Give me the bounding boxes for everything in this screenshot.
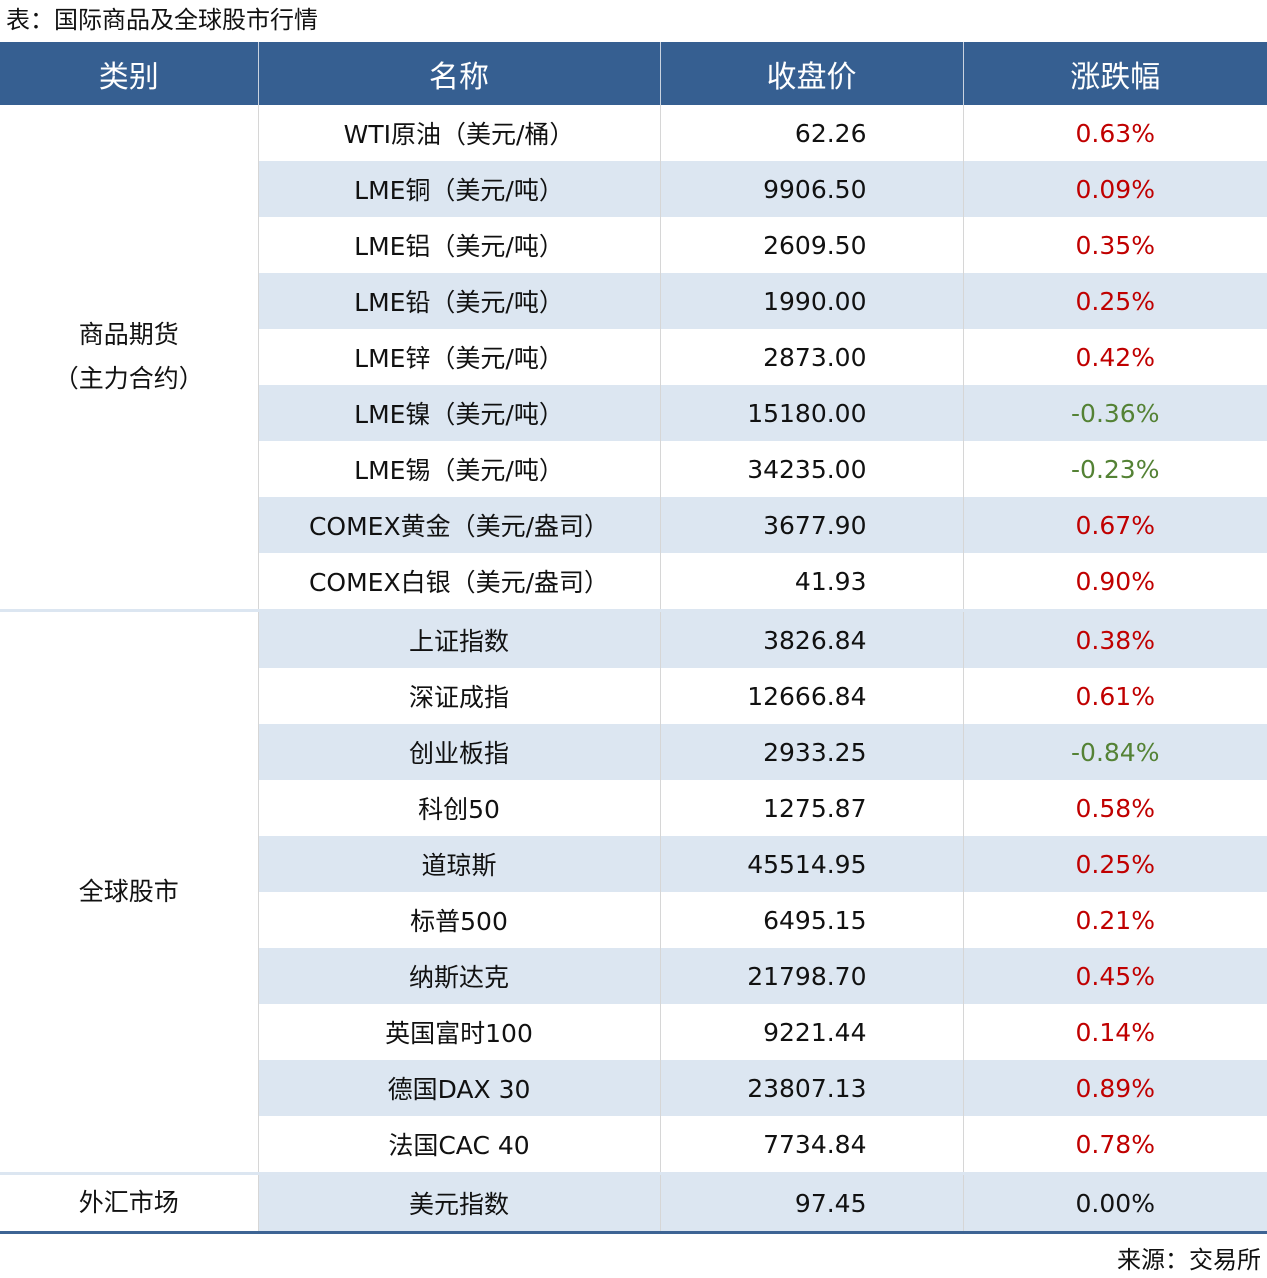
change-cell: 0.78% bbox=[962, 1116, 1267, 1174]
change-cell: 0.67% bbox=[962, 497, 1267, 553]
change-cell: 0.35% bbox=[962, 217, 1267, 273]
price-cell: 23807.13 bbox=[659, 1060, 963, 1116]
change-cell: -0.23% bbox=[962, 441, 1267, 497]
change-cell: 0.25% bbox=[962, 836, 1267, 892]
header-row: 类别 名称 收盘价 涨跌幅 bbox=[0, 42, 1267, 105]
table-row: 商品期货 （主力合约） WTI原油（美元/桶） 62.26 0.63% bbox=[0, 105, 1267, 611]
table-row: 标普500 6495.15 0.21% bbox=[0, 892, 1267, 948]
change-cell: 0.38% bbox=[962, 609, 1267, 668]
name-cell: 科创50 bbox=[257, 780, 660, 836]
table-row: LME铅（美元/吨） 1990.00 0.25% bbox=[0, 273, 1267, 329]
header-category: 类别 bbox=[0, 42, 258, 105]
category-label: 外汇市场 bbox=[78, 1188, 179, 1217]
name-cell: 道琼斯 bbox=[257, 836, 660, 892]
name-cell: 创业板指 bbox=[257, 724, 660, 780]
price-cell: 6495.15 bbox=[659, 892, 963, 948]
table-row: 科创50 1275.87 0.58% bbox=[0, 780, 1267, 836]
price-cell: 3677.90 bbox=[659, 497, 963, 553]
price-cell: 45514.95 bbox=[659, 836, 963, 892]
table-row: 深证成指 12666.84 0.61% bbox=[0, 668, 1267, 724]
change-cell: 0.58% bbox=[962, 780, 1267, 836]
change-cell: 0.14% bbox=[962, 1004, 1267, 1060]
name-cell: COMEX黄金（美元/盎司） bbox=[257, 497, 660, 553]
table-title: 表：国际商品及全球股市行情 bbox=[6, 6, 318, 34]
header-name: 名称 bbox=[257, 42, 660, 105]
price-cell: 21798.70 bbox=[659, 948, 963, 1004]
name-cell: 德国DAX 30 bbox=[257, 1060, 660, 1116]
table-row: LME镍（美元/吨） 15180.00 -0.36% bbox=[0, 385, 1267, 441]
table-row: 法国CAC 40 7734.84 0.78% bbox=[0, 1116, 1267, 1174]
change-cell: 0.89% bbox=[962, 1060, 1267, 1116]
category-cell: 商品期货 （主力合约） bbox=[0, 105, 258, 611]
name-cell: 上证指数 bbox=[257, 609, 660, 668]
name-cell: LME锡（美元/吨） bbox=[257, 441, 660, 497]
price-cell: 97.45 bbox=[659, 1172, 963, 1234]
source-note: 来源：交易所 bbox=[1117, 1246, 1261, 1274]
change-cell: 0.61% bbox=[962, 668, 1267, 724]
name-cell: LME铜（美元/吨） bbox=[257, 161, 660, 217]
name-cell: LME镍（美元/吨） bbox=[257, 385, 660, 441]
price-cell: 2609.50 bbox=[659, 217, 963, 273]
price-cell: 9221.44 bbox=[659, 1004, 963, 1060]
name-cell: 深证成指 bbox=[257, 668, 660, 724]
price-cell: 3826.84 bbox=[659, 609, 963, 668]
change-cell: 0.00% bbox=[962, 1172, 1267, 1234]
change-cell: 0.21% bbox=[962, 892, 1267, 948]
header-price: 收盘价 bbox=[659, 42, 963, 105]
table-row: COMEX黄金（美元/盎司） 3677.90 0.67% bbox=[0, 497, 1267, 553]
change-cell: 0.63% bbox=[962, 105, 1267, 161]
header-change: 涨跌幅 bbox=[962, 42, 1267, 105]
price-cell: 1990.00 bbox=[659, 273, 963, 329]
price-cell: 1275.87 bbox=[659, 780, 963, 836]
change-cell: 0.42% bbox=[962, 329, 1267, 385]
category-cell: 全球股市 bbox=[0, 609, 258, 1174]
table-row: 道琼斯 45514.95 0.25% bbox=[0, 836, 1267, 892]
change-cell: 0.09% bbox=[962, 161, 1267, 217]
category-label: 商品期货 bbox=[78, 320, 179, 349]
table-row: LME铜（美元/吨） 9906.50 0.09% bbox=[0, 161, 1267, 217]
change-cell: 0.25% bbox=[962, 273, 1267, 329]
table-row: COMEX白银（美元/盎司） 41.93 0.90% bbox=[0, 553, 1267, 611]
table-row: LME锡（美元/吨） 34235.00 -0.23% bbox=[0, 441, 1267, 497]
name-cell: 法国CAC 40 bbox=[257, 1116, 660, 1174]
market-table: 类别 名称 收盘价 涨跌幅 商品期货 （主力合约） WTI原油（美元/桶） 62.26… bbox=[0, 42, 1267, 1234]
category-cell: 外汇市场 bbox=[0, 1172, 258, 1234]
name-cell: LME铅（美元/吨） bbox=[257, 273, 660, 329]
name-cell: LME铝（美元/吨） bbox=[257, 217, 660, 273]
category-sublabel: （主力合约） bbox=[53, 364, 204, 393]
price-cell: 2933.25 bbox=[659, 724, 963, 780]
table-row: 全球股市 上证指数 3826.84 0.38% bbox=[0, 609, 1267, 1174]
change-cell: 0.45% bbox=[962, 948, 1267, 1004]
price-cell: 2873.00 bbox=[659, 329, 963, 385]
table-row: 外汇市场 美元指数 97.45 0.00% bbox=[0, 1172, 1267, 1234]
table-row: LME锌（美元/吨） 2873.00 0.42% bbox=[0, 329, 1267, 385]
table-row: 创业板指 2933.25 -0.84% bbox=[0, 724, 1267, 780]
table-row: LME铝（美元/吨） 2609.50 0.35% bbox=[0, 217, 1267, 273]
price-cell: 34235.00 bbox=[659, 441, 963, 497]
name-cell: 英国富时100 bbox=[257, 1004, 660, 1060]
change-cell: -0.84% bbox=[962, 724, 1267, 780]
table-row: 纳斯达克 21798.70 0.45% bbox=[0, 948, 1267, 1004]
price-cell: 41.93 bbox=[659, 553, 963, 611]
table-row: 德国DAX 30 23807.13 0.89% bbox=[0, 1060, 1267, 1116]
price-cell: 62.26 bbox=[659, 105, 963, 161]
name-cell: 美元指数 bbox=[257, 1172, 660, 1234]
price-cell: 15180.00 bbox=[659, 385, 963, 441]
price-cell: 7734.84 bbox=[659, 1116, 963, 1174]
name-cell: LME锌（美元/吨） bbox=[257, 329, 660, 385]
price-cell: 9906.50 bbox=[659, 161, 963, 217]
change-cell: 0.90% bbox=[962, 553, 1267, 611]
name-cell: WTI原油（美元/桶） bbox=[257, 105, 660, 161]
name-cell: 标普500 bbox=[257, 892, 660, 948]
category-label: 全球股市 bbox=[78, 877, 179, 906]
name-cell: COMEX白银（美元/盎司） bbox=[257, 553, 660, 611]
price-cell: 12666.84 bbox=[659, 668, 963, 724]
change-cell: -0.36% bbox=[962, 385, 1267, 441]
name-cell: 纳斯达克 bbox=[257, 948, 660, 1004]
table-row: 英国富时100 9221.44 0.14% bbox=[0, 1004, 1267, 1060]
